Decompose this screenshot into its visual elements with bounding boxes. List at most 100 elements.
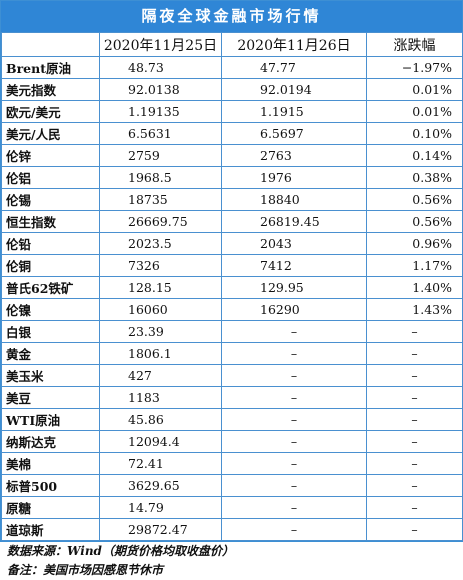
row-name: 原糖 xyxy=(1,496,100,519)
row-value-2: – xyxy=(221,320,367,343)
table-row: 白银 23.39– – xyxy=(1,320,463,343)
row-change: – xyxy=(366,430,463,453)
row-change: – xyxy=(366,342,463,365)
header-date1: 2020年11月25日 xyxy=(99,32,222,57)
table-row: 伦铅 2023.5 2043 0.96% xyxy=(1,232,463,255)
page-title: 隔夜全球金融市场行情 xyxy=(1,1,462,32)
header-date2: 2020年11月26日 xyxy=(221,32,367,57)
row-name: 伦铝 xyxy=(1,166,100,189)
row-change: – xyxy=(366,320,463,343)
row-change: 0.38% xyxy=(366,166,463,189)
row-change: 0.96% xyxy=(366,232,463,255)
row-value-2: – xyxy=(221,474,367,497)
row-name: 美玉米 xyxy=(1,364,100,387)
table-row: 伦铝 1968.5 1976 0.38% xyxy=(1,166,463,189)
row-name: 美元指数 xyxy=(1,78,100,101)
market-table: 2020年11月25日 2020年11月26日 涨跌幅 Brent原油 48.73… xyxy=(1,32,463,541)
row-change: 0.10% xyxy=(366,122,463,145)
row-value-1: 1.19135 xyxy=(99,100,222,123)
row-name: 黄金 xyxy=(1,342,100,365)
table-row: 恒生指数 26669.75 26819.45 0.56% xyxy=(1,210,463,233)
row-value-1: 16060 xyxy=(99,298,222,321)
row-name: WTI原油 xyxy=(1,408,100,431)
row-value-1: 1806.1 xyxy=(99,342,222,365)
row-name: 标普500 xyxy=(1,474,100,497)
row-value-1: 3629.65 xyxy=(99,474,222,497)
row-change: – xyxy=(366,518,463,541)
table-row: WTI原油 45.86– – xyxy=(1,408,463,431)
row-value-1: 2023.5 xyxy=(99,232,222,255)
row-value-1: 72.41 xyxy=(99,452,222,475)
row-name: 欧元/美元 xyxy=(1,100,100,123)
table-row: 伦锡 18735 18840 0.56% xyxy=(1,188,463,211)
row-change: 0.56% xyxy=(366,210,463,233)
row-change: – xyxy=(366,474,463,497)
row-value-1: 26669.75 xyxy=(99,210,222,233)
table-row: 美玉米 427– – xyxy=(1,364,463,387)
row-name: 伦锌 xyxy=(1,144,100,167)
header-name xyxy=(1,32,100,57)
table-footer: 数据来源：Wind（期货价格均取收盘价） 备注：美国市场因感恩节休市 xyxy=(1,541,462,580)
row-change: – xyxy=(366,364,463,387)
row-value-1: 128.15 xyxy=(99,276,222,299)
table-row: 原糖 14.79– – xyxy=(1,496,463,519)
row-value-1: 23.39 xyxy=(99,320,222,343)
row-name: 伦镍 xyxy=(1,298,100,321)
row-value-2: 18840 xyxy=(221,188,367,211)
row-name: 美豆 xyxy=(1,386,100,409)
row-value-2: – xyxy=(221,364,367,387)
row-value-1: 2759 xyxy=(99,144,222,167)
row-value-2: 2043 xyxy=(221,232,367,255)
row-value-1: 1968.5 xyxy=(99,166,222,189)
table-row: 欧元/美元 1.19135 1.1915 0.01% xyxy=(1,100,463,123)
row-change: 0.01% xyxy=(366,78,463,101)
table-row: 美元/人民 6.5631 6.5697 0.10% xyxy=(1,122,463,145)
row-change: – xyxy=(366,408,463,431)
row-value-2: 7412 xyxy=(221,254,367,277)
table-row: 道琼斯 29872.47– – xyxy=(1,518,463,541)
row-value-2: – xyxy=(221,408,367,431)
row-change: 1.40% xyxy=(366,276,463,299)
table-row: 美棉 72.41– – xyxy=(1,452,463,475)
row-value-1: 1183 xyxy=(99,386,222,409)
row-value-1: 18735 xyxy=(99,188,222,211)
row-name: 美元/人民 xyxy=(1,122,100,145)
row-name: 伦锡 xyxy=(1,188,100,211)
table-row: Brent原油 48.73 47.77 −1.97% xyxy=(1,56,463,79)
row-change: 0.56% xyxy=(366,188,463,211)
row-change: −1.97% xyxy=(366,56,463,79)
row-change: 1.17% xyxy=(366,254,463,277)
row-name: 伦铜 xyxy=(1,254,100,277)
row-value-2: 16290 xyxy=(221,298,367,321)
table-row: 美元指数 92.0138 92.0194 0.01% xyxy=(1,78,463,101)
row-change: – xyxy=(366,496,463,519)
row-value-1: 48.73 xyxy=(99,56,222,79)
row-value-2: 1976 xyxy=(221,166,367,189)
row-name: 道琼斯 xyxy=(1,518,100,541)
row-name: 普氏62铁矿 xyxy=(1,276,100,299)
row-value-1: 29872.47 xyxy=(99,518,222,541)
row-value-2: 26819.45 xyxy=(221,210,367,233)
row-value-2: 2763 xyxy=(221,144,367,167)
row-value-2: – xyxy=(221,342,367,365)
table-row: 黄金 1806.1– – xyxy=(1,342,463,365)
row-value-2: 129.95 xyxy=(221,276,367,299)
row-value-2: 1.1915 xyxy=(221,100,367,123)
row-value-1: 45.86 xyxy=(99,408,222,431)
row-value-1: 14.79 xyxy=(99,496,222,519)
row-change: – xyxy=(366,386,463,409)
row-value-1: 427 xyxy=(99,364,222,387)
row-value-2: 6.5697 xyxy=(221,122,367,145)
data-source-note: 数据来源：Wind（期货价格均取收盘价） xyxy=(7,544,234,558)
row-change: 1.43% xyxy=(366,298,463,321)
row-name: 伦铅 xyxy=(1,232,100,255)
row-change: 0.01% xyxy=(366,100,463,123)
row-name: 纳斯达克 xyxy=(1,430,100,453)
row-value-2: – xyxy=(221,496,367,519)
row-value-1: 6.5631 xyxy=(99,122,222,145)
row-change: 0.14% xyxy=(366,144,463,167)
row-name: 美棉 xyxy=(1,452,100,475)
row-name: Brent原油 xyxy=(1,56,100,79)
row-value-2: – xyxy=(221,386,367,409)
row-value-1: 7326 xyxy=(99,254,222,277)
